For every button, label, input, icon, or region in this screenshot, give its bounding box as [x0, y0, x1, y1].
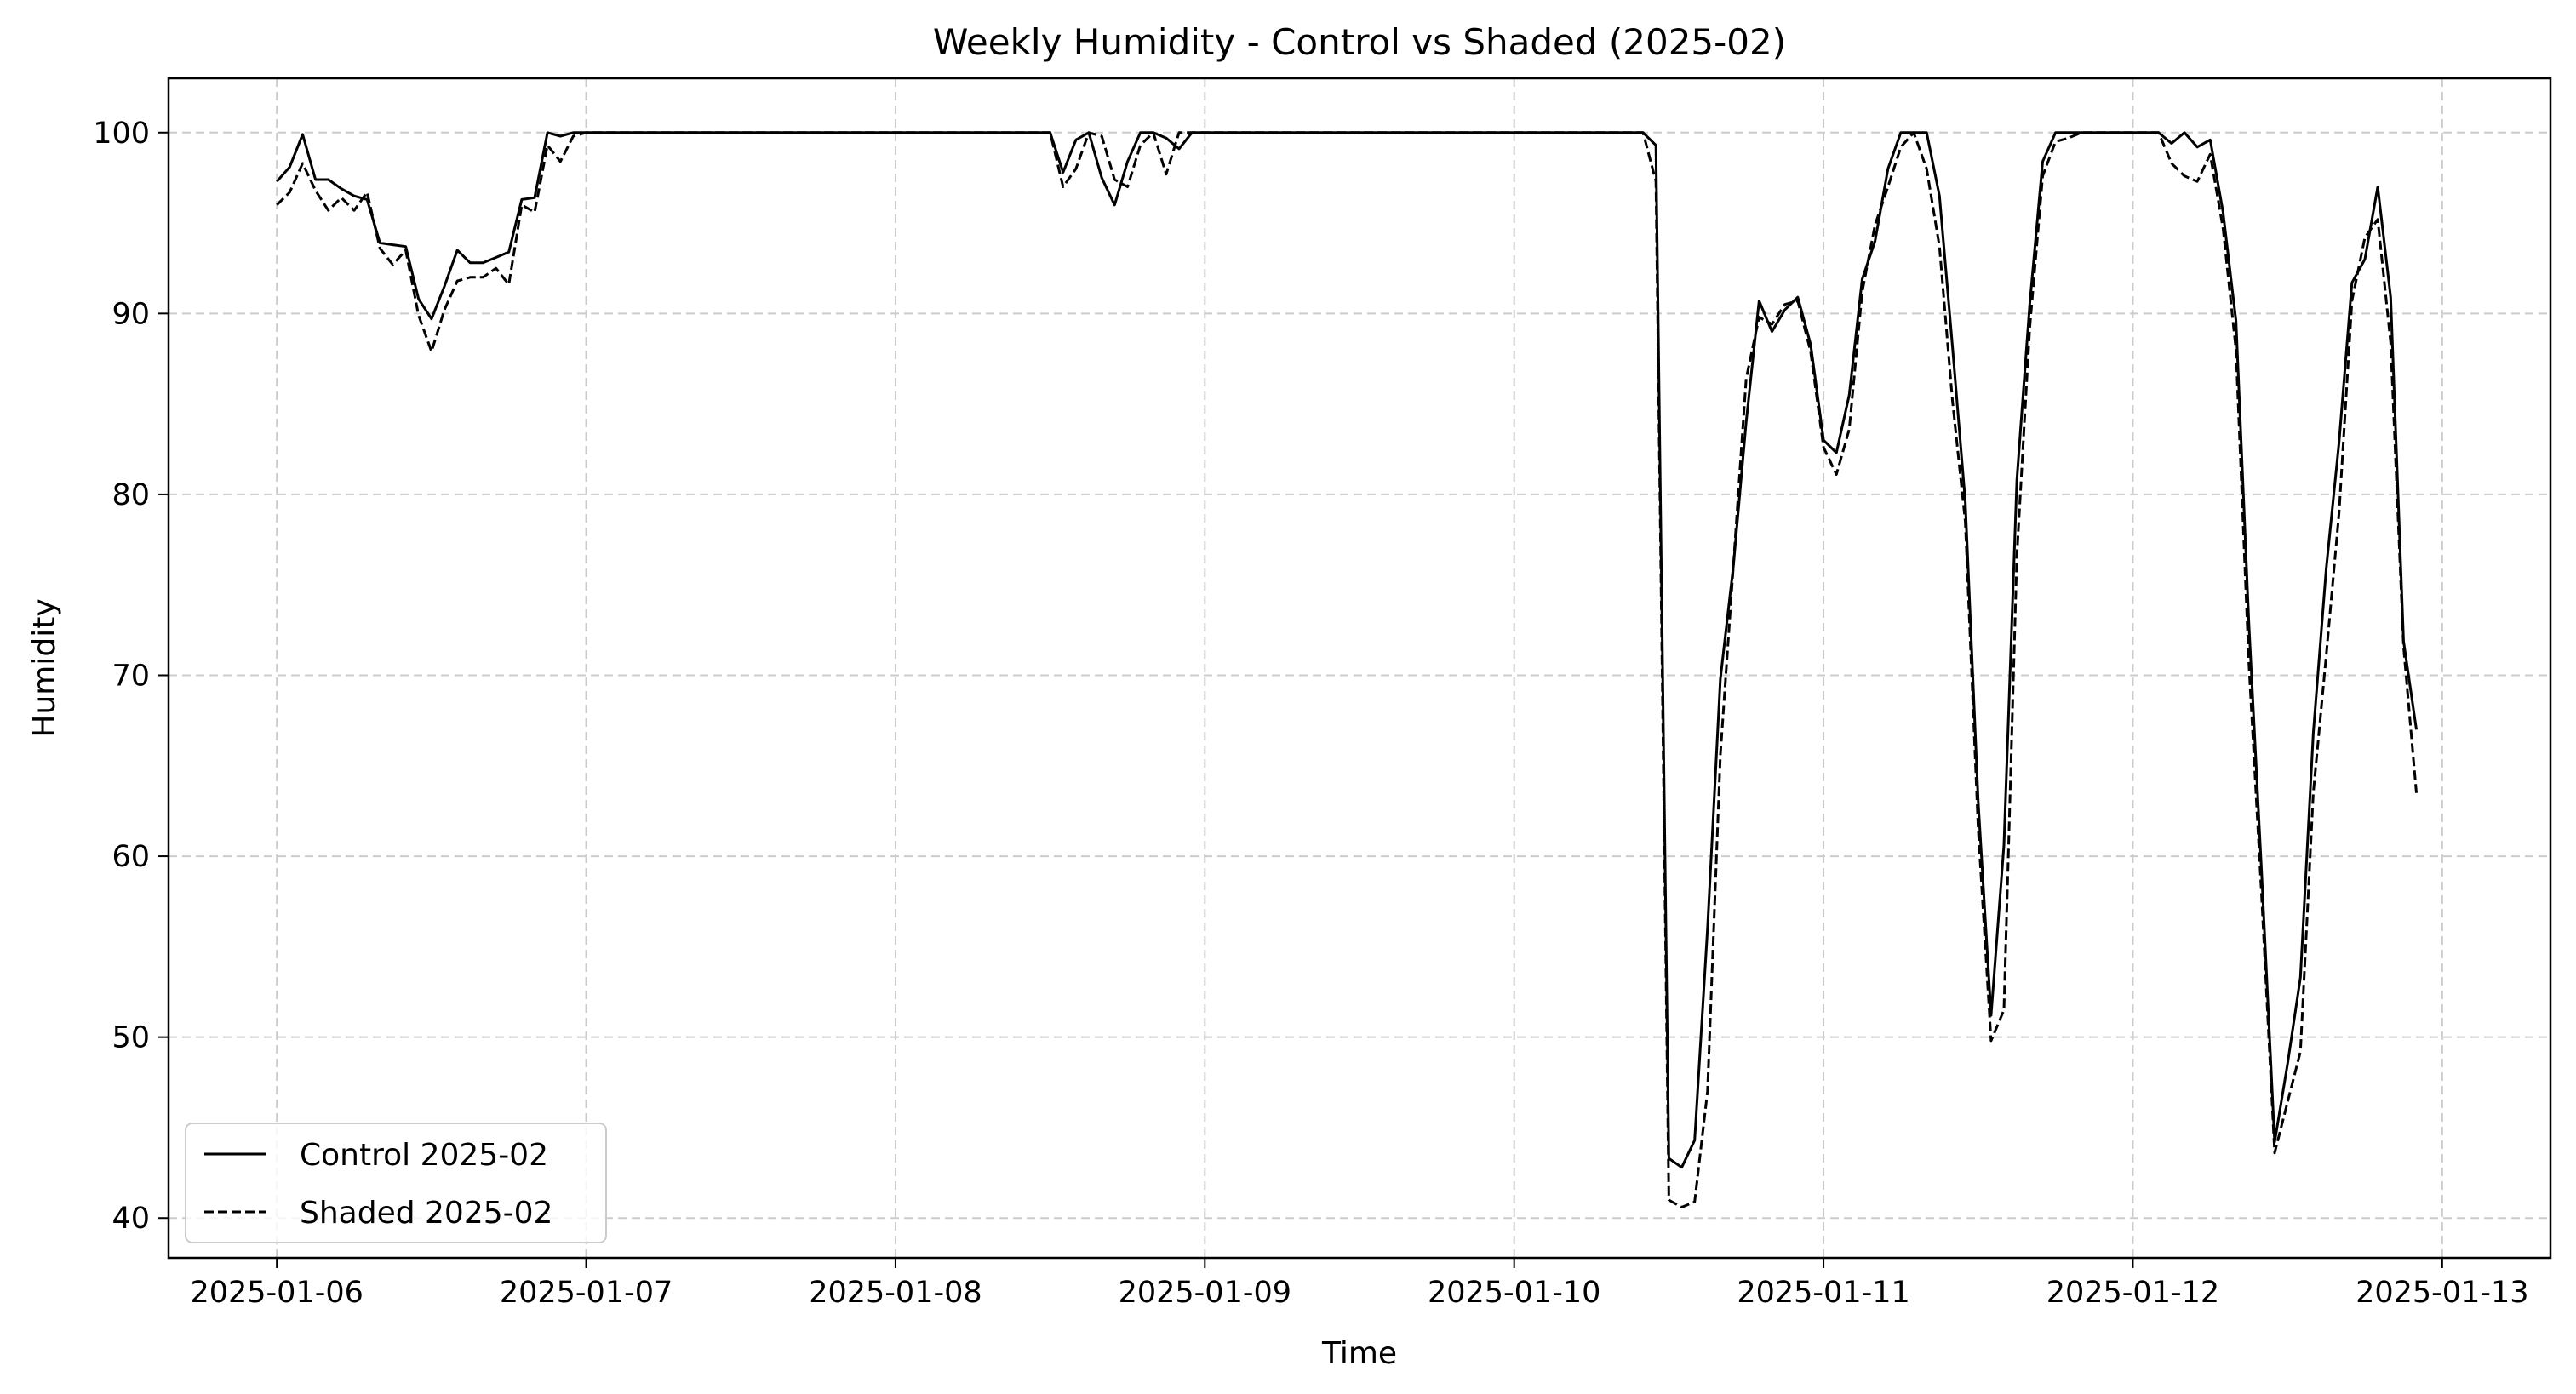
- series-lines: [276, 131, 2418, 1208]
- x-axis-label: Time: [1321, 1336, 1397, 1371]
- x-tick-label: 2025-01-10: [1428, 1276, 1600, 1310]
- x-tick-label: 2025-01-12: [2046, 1276, 2219, 1310]
- y-axis: 40 50 60 70 80 90 100: [93, 117, 169, 1236]
- y-tick-label: 40: [112, 1202, 150, 1236]
- x-tick-label: 2025-01-11: [1737, 1276, 1909, 1310]
- plot-frame: [167, 77, 2552, 1260]
- x-tick-label: 2025-01-07: [500, 1276, 673, 1310]
- series-line-control: [276, 131, 2418, 1169]
- x-tick-label: 2025-01-09: [1119, 1276, 1291, 1310]
- legend-label-shaded: Shaded 2025-02: [300, 1196, 552, 1231]
- y-tick-label: 70: [112, 660, 150, 694]
- y-axis-label: Humidity: [27, 598, 62, 737]
- legend-label-control: Control 2025-02: [300, 1138, 548, 1173]
- y-tick-label: 50: [112, 1021, 150, 1055]
- y-tick-label: 100: [93, 117, 150, 151]
- y-tick-label: 60: [112, 840, 150, 874]
- x-tick-label: 2025-01-08: [809, 1276, 982, 1310]
- x-axis: 2025-01-06 2025-01-07 2025-01-08 2025-01-09…: [190, 1258, 2529, 1310]
- x-tick-label: 2025-01-13: [2356, 1276, 2528, 1310]
- x-tick-label: 2025-01-06: [190, 1276, 363, 1310]
- legend-box: [185, 1123, 607, 1243]
- series-line-shaded: [276, 131, 2418, 1208]
- y-tick-label: 80: [112, 478, 150, 512]
- legend: Control 2025-02 Shaded 2025-02: [185, 1123, 607, 1243]
- y-tick-label: 90: [112, 297, 150, 331]
- chart-title: Weekly Humidity - Control vs Shaded (202…: [933, 21, 1786, 63]
